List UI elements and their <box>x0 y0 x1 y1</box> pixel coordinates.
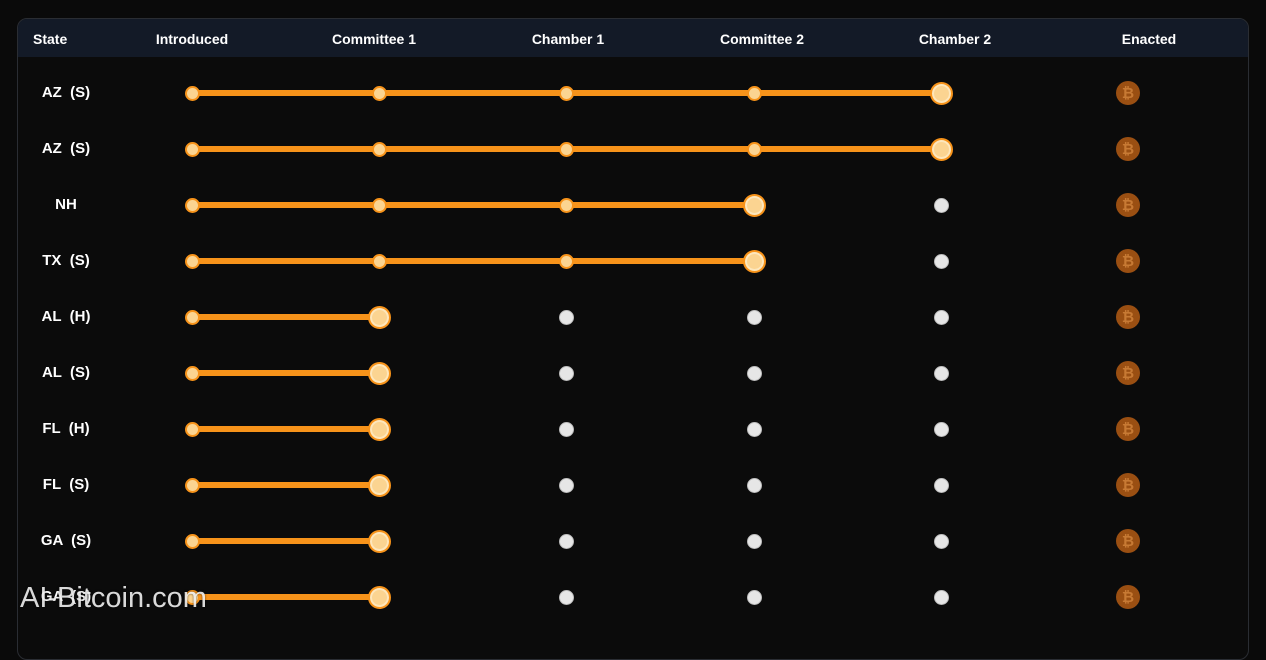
stage-current-dot <box>929 81 953 105</box>
bitcoin-icon: ₿ <box>1116 361 1140 385</box>
stage-pending-dot <box>746 365 762 381</box>
stage-pending-dot <box>558 589 574 605</box>
stage-current-dot <box>367 417 391 441</box>
stage-pending-dot <box>933 197 949 213</box>
stage-current-dot <box>367 473 391 497</box>
stage-current-dot <box>742 193 766 217</box>
header-introduced: Introduced <box>155 31 229 47</box>
watermark: AI-Bitcoin.com <box>20 582 207 614</box>
stage-pending-dot <box>746 477 762 493</box>
stage-complete-dot <box>558 253 574 269</box>
bitcoin-icon: ₿ <box>1116 193 1140 217</box>
bitcoin-icon: ₿ <box>1116 529 1140 553</box>
stage-complete-dot <box>184 309 200 325</box>
table-row[interactable]: AZ (S) ₿ <box>18 121 1248 177</box>
table-row[interactable]: TX (S) ₿ <box>18 233 1248 289</box>
stage-pending-dot <box>933 253 949 269</box>
table-header: State Introduced Committee 1 Chamber 1 C… <box>18 19 1248 57</box>
stage-complete-dot <box>184 477 200 493</box>
stage-pending-dot <box>746 533 762 549</box>
stage-complete-dot <box>558 141 574 157</box>
stage-pending-dot <box>933 365 949 381</box>
stage-pending-dot <box>558 477 574 493</box>
progress-bar <box>192 258 754 264</box>
table-row[interactable]: NH ₿ <box>18 177 1248 233</box>
stage-pending-dot <box>746 589 762 605</box>
progress-bar <box>192 426 379 432</box>
stage-complete-dot <box>184 365 200 381</box>
stage-pending-dot <box>558 309 574 325</box>
table-row[interactable]: FL (H) ₿ <box>18 401 1248 457</box>
progress-bar <box>192 482 379 488</box>
state-label: TX (S) <box>42 252 90 269</box>
stage-complete-dot <box>746 141 762 157</box>
header-chamber-1: Chamber 1 <box>531 31 605 47</box>
state-label: AL (S) <box>41 364 91 381</box>
state-label: NH <box>55 196 77 213</box>
state-label: AZ (S) <box>41 84 91 101</box>
state-label: AZ (S) <box>41 140 91 157</box>
state-label: GA (S) <box>40 532 92 549</box>
stage-pending-dot <box>558 421 574 437</box>
progress-bar <box>192 370 379 376</box>
stage-pending-dot <box>933 477 949 493</box>
stage-complete-dot <box>184 589 200 605</box>
stage-current-dot <box>367 305 391 329</box>
stage-complete-dot <box>371 197 387 213</box>
stage-pending-dot <box>933 421 949 437</box>
header-chamber-2: Chamber 2 <box>918 31 992 47</box>
progress-bar <box>192 538 379 544</box>
progress-bar <box>192 314 379 320</box>
table-row[interactable]: GA (S) ₿ <box>18 513 1248 569</box>
table-row[interactable]: AZ (S) ₿ <box>18 65 1248 121</box>
bitcoin-icon: ₿ <box>1116 417 1140 441</box>
bitcoin-icon: ₿ <box>1116 81 1140 105</box>
bitcoin-icon: ₿ <box>1116 473 1140 497</box>
stage-pending-dot <box>933 589 949 605</box>
header-state: State <box>33 31 68 47</box>
stage-current-dot <box>929 137 953 161</box>
stage-current-dot <box>742 249 766 273</box>
stage-pending-dot <box>558 365 574 381</box>
bitcoin-icon: ₿ <box>1116 585 1140 609</box>
stage-complete-dot <box>184 533 200 549</box>
stage-complete-dot <box>371 85 387 101</box>
stage-pending-dot <box>558 533 574 549</box>
stage-complete-dot <box>371 141 387 157</box>
progress-bar <box>192 202 754 208</box>
table-row[interactable]: AL (S) ₿ <box>18 345 1248 401</box>
stage-complete-dot <box>184 253 200 269</box>
stage-complete-dot <box>371 253 387 269</box>
header-committee-1: Committee 1 <box>331 31 417 47</box>
bill-tracker-panel: State Introduced Committee 1 Chamber 1 C… <box>17 18 1249 660</box>
table-row[interactable]: GA (S) ₿ <box>18 569 1248 625</box>
state-label: FL (S) <box>42 476 90 493</box>
stage-complete-dot <box>746 85 762 101</box>
header-committee-2: Committee 2 <box>719 31 805 47</box>
state-label: FL (H) <box>42 420 90 437</box>
state-label: AL (H) <box>41 308 91 325</box>
stage-complete-dot <box>184 421 200 437</box>
stage-current-dot <box>367 529 391 553</box>
state-label: GA (S) <box>40 588 92 605</box>
stage-complete-dot <box>558 85 574 101</box>
stage-pending-dot <box>746 421 762 437</box>
stage-pending-dot <box>933 533 949 549</box>
stage-complete-dot <box>184 197 200 213</box>
header-enacted: Enacted <box>1121 31 1177 47</box>
stage-complete-dot <box>184 141 200 157</box>
progress-bar <box>192 594 379 600</box>
stage-pending-dot <box>933 309 949 325</box>
bitcoin-icon: ₿ <box>1116 137 1140 161</box>
bitcoin-icon: ₿ <box>1116 305 1140 329</box>
stage-complete-dot <box>558 197 574 213</box>
stage-current-dot <box>367 361 391 385</box>
table-row[interactable]: FL (S) ₿ <box>18 457 1248 513</box>
stage-current-dot <box>367 585 391 609</box>
stage-complete-dot <box>184 85 200 101</box>
bitcoin-icon: ₿ <box>1116 249 1140 273</box>
table-row[interactable]: AL (H) ₿ <box>18 289 1248 345</box>
stage-pending-dot <box>746 309 762 325</box>
